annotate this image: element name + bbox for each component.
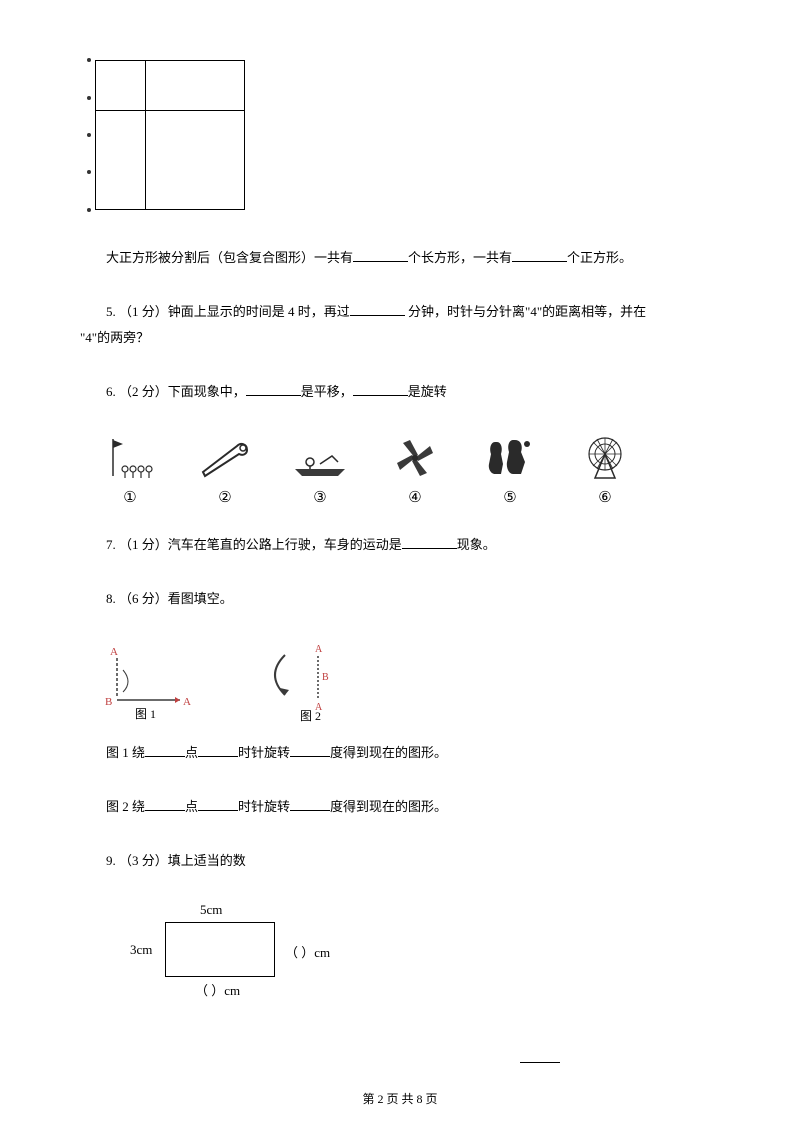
icon-1-flag: ① bbox=[100, 433, 160, 507]
rotation-diagram-2: A B A 图 2 bbox=[260, 640, 360, 720]
rect-shape bbox=[165, 922, 275, 977]
svg-text:B: B bbox=[322, 672, 329, 683]
q4-text-line: 大正方形被分割后（包含复合图形）一共有 个长方形，一共有 个正方形。 bbox=[80, 245, 720, 271]
blank bbox=[353, 248, 408, 262]
blank bbox=[290, 797, 330, 811]
blank bbox=[246, 382, 301, 396]
rect-right-label: （ ）cm bbox=[285, 942, 330, 961]
label-B: B bbox=[105, 696, 112, 708]
blank bbox=[145, 743, 185, 757]
blank bbox=[198, 743, 238, 757]
q8-l1-c: 时针旋转 bbox=[238, 745, 290, 760]
rotation-diagrams: A B A 图 1 A B A 图 2 bbox=[105, 640, 720, 720]
icon-4-windmill: ④ bbox=[385, 433, 445, 507]
q4-part1: 大正方形被分割后（包含复合图形）一共有 bbox=[106, 250, 353, 265]
q8-l1-b: 点 bbox=[185, 745, 198, 760]
six-icons-row: ① ② ③ bbox=[100, 433, 720, 507]
q8-l1-a: 图 1 绕 bbox=[106, 745, 145, 760]
q4-part2: 个长方形，一共有 bbox=[408, 250, 512, 265]
rect-bottom-label: （ ）cm bbox=[195, 980, 240, 999]
blank bbox=[198, 797, 238, 811]
blank bbox=[402, 535, 457, 549]
svg-text:图 1: 图 1 bbox=[135, 707, 156, 721]
rect-left-label: 3cm bbox=[130, 942, 152, 958]
divided-square-diagram bbox=[85, 60, 245, 220]
svg-text:图 2: 图 2 bbox=[300, 709, 321, 723]
q7-suffix: 现象。 bbox=[457, 537, 496, 552]
q6-block: 6. （2 分）下面现象中， 是平移， 是旋转 bbox=[80, 379, 720, 405]
label-A2: A bbox=[183, 696, 191, 708]
grid-dot bbox=[87, 96, 91, 100]
icon-3-boat: ③ bbox=[290, 433, 350, 507]
q6-end: 是旋转 bbox=[408, 384, 447, 399]
blank bbox=[145, 797, 185, 811]
label-A: A bbox=[110, 646, 118, 658]
q8-l2-b: 点 bbox=[185, 799, 198, 814]
icon-2-wrench: ② bbox=[195, 433, 255, 507]
q4-part3: 个正方形。 bbox=[567, 250, 632, 265]
icon-label-3: ③ bbox=[290, 488, 350, 507]
q5-line2: "4"的两旁？ bbox=[80, 325, 720, 351]
grid-dot bbox=[87, 208, 91, 212]
q5-prefix: 5. （1 分）钟面上显示的时间是 4 时，再过 bbox=[106, 304, 350, 319]
page-footer: 第 2 页 共 8 页 bbox=[0, 1090, 800, 1107]
q6-mid: 是平移， bbox=[301, 384, 353, 399]
q6-prefix: 6. （2 分）下面现象中， bbox=[106, 384, 246, 399]
q8-fill-line-2: 图 2 绕 点 时针旋转 度得到现在的图形。 bbox=[80, 794, 720, 820]
icon-label-4: ④ bbox=[385, 488, 445, 507]
icon-label-2: ② bbox=[195, 488, 255, 507]
q8-l1-d: 度得到现在的图形。 bbox=[330, 745, 447, 760]
grid-dot bbox=[87, 170, 91, 174]
blank bbox=[350, 302, 405, 316]
blank bbox=[512, 248, 567, 262]
q9-title: 9. （3 分）填上适当的数 bbox=[80, 848, 720, 874]
rotation-diagram-1: A B A 图 1 bbox=[105, 640, 205, 720]
q7-block: 7. （1 分）汽车在笔直的公路上行驶，车身的运动是 现象。 bbox=[80, 532, 720, 558]
q5-block: 5. （1 分）钟面上显示的时间是 4 时，再过 分钟，时针与分针离"4"的距离… bbox=[80, 299, 720, 351]
square-hline bbox=[95, 110, 245, 111]
blank bbox=[290, 743, 330, 757]
square-outer bbox=[95, 60, 245, 210]
q8-l2-d: 度得到现在的图形。 bbox=[330, 799, 447, 814]
icon-5-figures: ⑤ bbox=[480, 433, 540, 507]
grid-dot bbox=[87, 133, 91, 137]
grid-dot bbox=[87, 58, 91, 62]
icon-6-ferris-wheel: ⑥ bbox=[575, 433, 635, 507]
icon-label-5: ⑤ bbox=[480, 488, 540, 507]
rect-top-label: 5cm bbox=[200, 902, 222, 918]
q8-l2-a: 图 2 绕 bbox=[106, 799, 145, 814]
svg-text:A: A bbox=[315, 644, 323, 655]
q7-prefix: 7. （1 分）汽车在笔直的公路上行驶，车身的运动是 bbox=[106, 537, 402, 552]
blank-standalone bbox=[520, 1049, 560, 1063]
rectangle-diagram: 5cm 3cm （ ）cm （ ）cm bbox=[125, 902, 385, 1002]
q8-l2-c: 时针旋转 bbox=[238, 799, 290, 814]
q8-fill-line-1: 图 1 绕 点 时针旋转 度得到现在的图形。 bbox=[80, 740, 720, 766]
q5-suffix: 分钟，时针与分针离"4"的距离相等，并在 bbox=[405, 304, 646, 319]
icon-label-6: ⑥ bbox=[575, 488, 635, 507]
blank bbox=[353, 382, 408, 396]
square-vline bbox=[145, 60, 146, 210]
q8-title: 8. （6 分）看图填空。 bbox=[80, 586, 720, 612]
icon-label-1: ① bbox=[100, 488, 160, 507]
